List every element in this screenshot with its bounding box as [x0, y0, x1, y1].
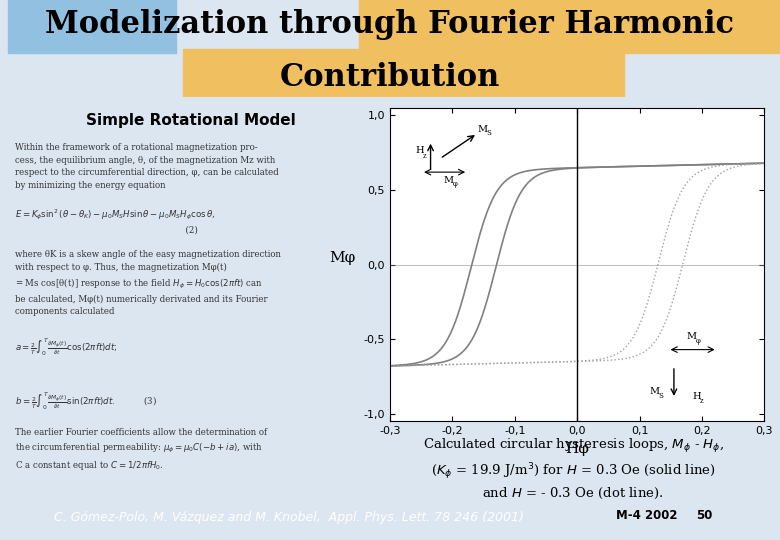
- Text: M-4 2002: M-4 2002: [616, 509, 678, 522]
- Text: Modelization through Fourier Harmonic: Modelization through Fourier Harmonic: [45, 9, 735, 40]
- Text: Contribution: Contribution: [280, 62, 500, 93]
- Text: z: z: [700, 396, 704, 404]
- Text: Simple Rotational Model: Simple Rotational Model: [87, 113, 296, 128]
- Text: S: S: [658, 392, 663, 400]
- Text: H: H: [693, 392, 701, 401]
- Text: C. Gómez-Polo, M. Vázquez and M. Knobel,  Appl. Phys. Lett. 78 246 (2001): C. Gómez-Polo, M. Vázquez and M. Knobel,…: [54, 510, 523, 524]
- Text: ($K_\phi$ = 19.9 J/m$^3$) for $\it{H}$ = 0.3 Oe (solid line): ($K_\phi$ = 19.9 J/m$^3$) for $\it{H}$ =…: [431, 462, 716, 482]
- Text: H: H: [415, 146, 424, 155]
- Text: 50: 50: [696, 509, 712, 522]
- Text: φ: φ: [696, 337, 700, 345]
- Text: Calculated circular hysteresis loops, $M_\phi$ - $H_\phi$,: Calculated circular hysteresis loops, $M…: [423, 437, 724, 455]
- Bar: [183, 49, 624, 102]
- Bar: [8, 0, 176, 53]
- Text: M: M: [443, 176, 453, 185]
- Text: M: M: [686, 332, 697, 341]
- Bar: [359, 0, 780, 53]
- Text: z: z: [423, 152, 426, 160]
- Text: S: S: [487, 129, 491, 137]
- X-axis label: Hφ: Hφ: [566, 442, 589, 456]
- Text: and $\it{H}$ = - 0.3 Oe (dot line).: and $\it{H}$ = - 0.3 Oe (dot line).: [483, 486, 664, 501]
- Text: φ: φ: [452, 180, 457, 188]
- Text: M: M: [477, 125, 488, 134]
- Y-axis label: Mφ: Mφ: [330, 251, 356, 265]
- Text: Within the framework of a rotational magnetization pro-
cess, the equilibrium an: Within the framework of a rotational mag…: [15, 144, 281, 472]
- Text: M: M: [649, 387, 659, 396]
